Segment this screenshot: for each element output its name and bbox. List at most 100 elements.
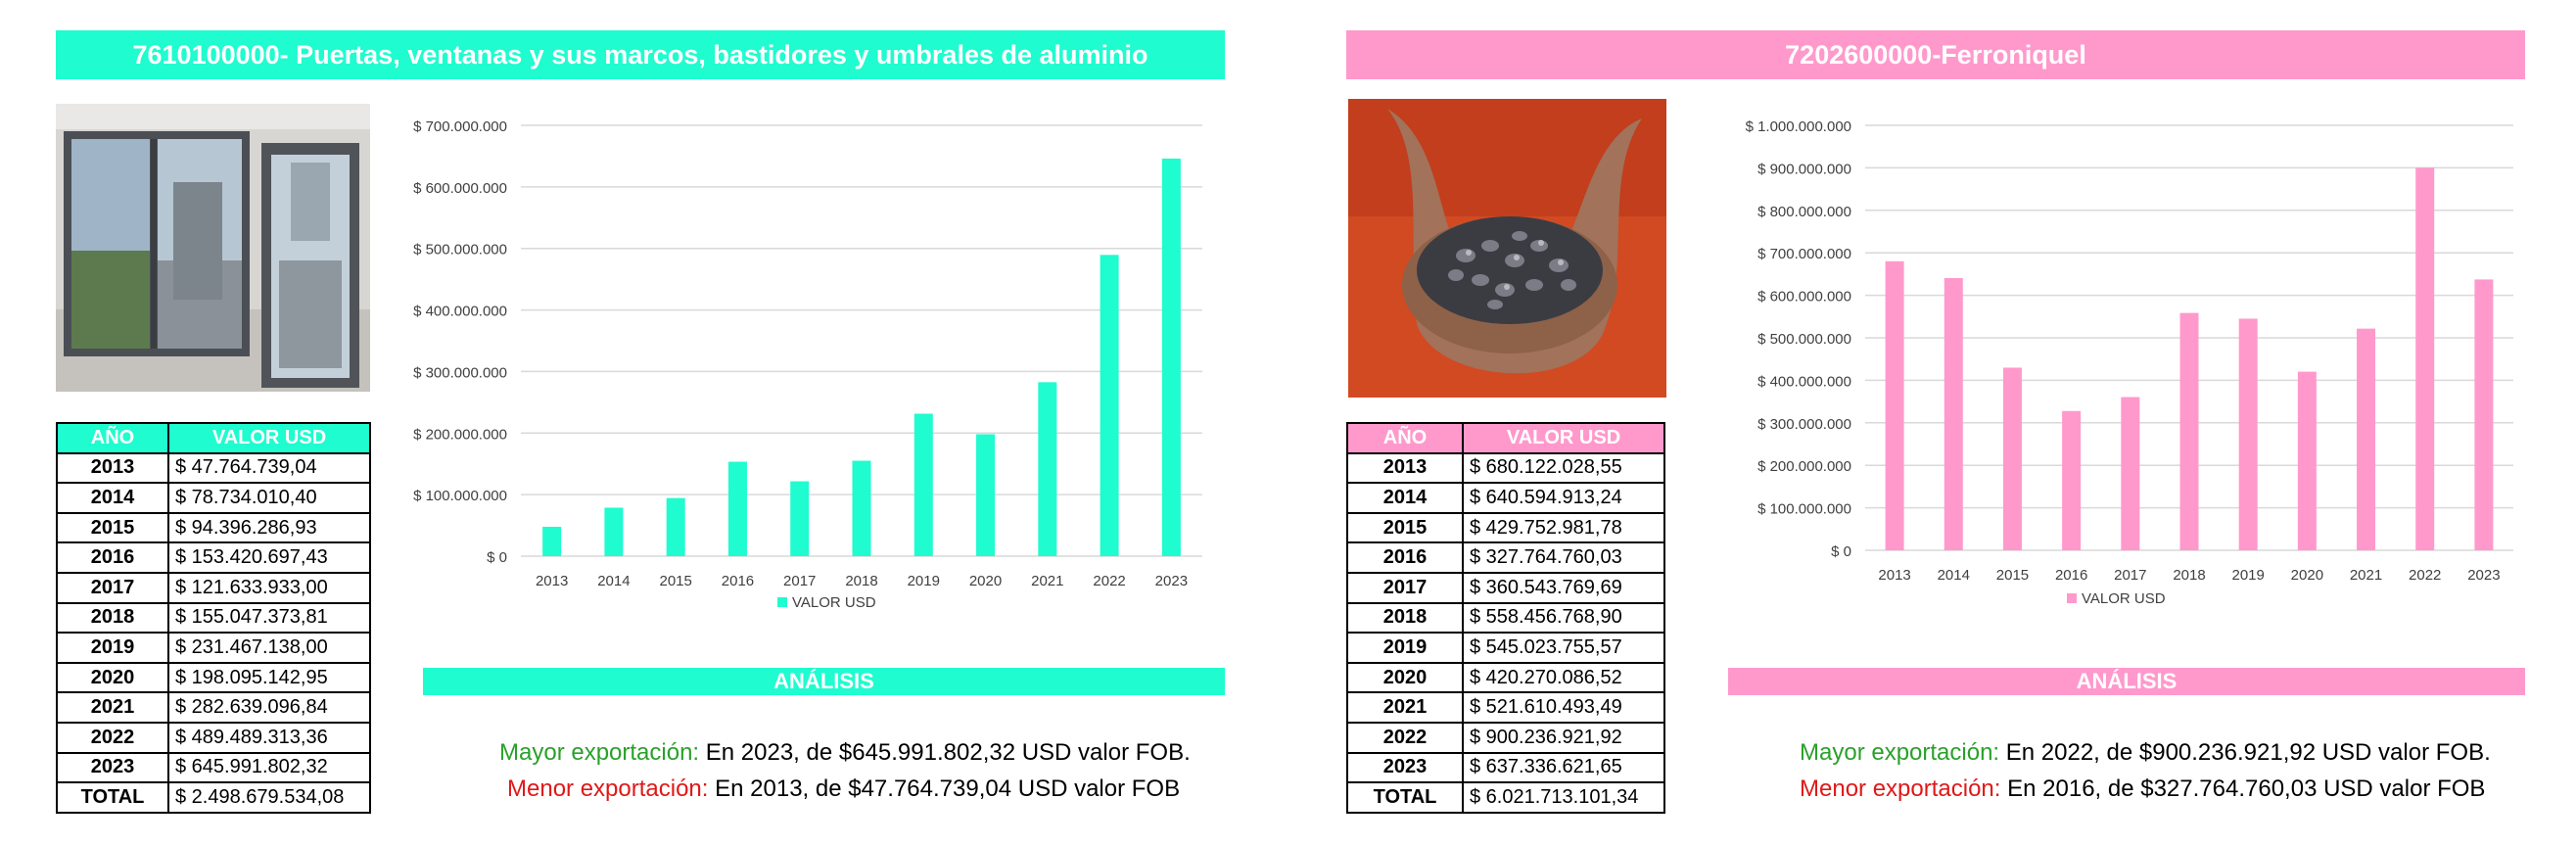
bar [1944, 277, 1963, 550]
y-tick-label: $ 100.000.000 [1757, 501, 1851, 518]
legend-swatch [2067, 593, 2077, 603]
value-cell: $ 360.543.769,69 [1462, 571, 1665, 604]
min-export-text: En 2013, de $47.764.739,04 USD valor FOB [708, 776, 1181, 802]
table-row: 2016 $ 327.764.760,03 [1346, 541, 1665, 574]
bar-chart-svg: $ 0 $ 100.000.000 $ 200.000.000 $ 300.000.0… [1746, 118, 2513, 607]
x-tick-label: 2019 [2231, 567, 2264, 584]
max-export-text: En 2022, de $900.236.921,92 USD valor FO… [1999, 739, 2491, 766]
export-value-table: AÑO VALOR USD 2013 $ 47.764.739,04 2014 $ 7… [56, 422, 371, 814]
bar [2062, 410, 2082, 550]
bar [2238, 318, 2258, 550]
min-export-label: Menor exportación: [1800, 776, 2001, 802]
table-row: 2019 $ 231.467.138,00 [56, 632, 371, 664]
x-tick-label: 2020 [2291, 567, 2323, 584]
max-export-label: Mayor exportación: [499, 739, 700, 766]
y-tick-label: $ 300.000.000 [1757, 416, 1851, 433]
table-row: 2019 $ 545.023.755,57 [1346, 632, 1665, 664]
bar [604, 507, 624, 556]
year-cell: 2021 [1346, 691, 1464, 724]
y-tick-label: $ 600.000.000 [1757, 289, 1851, 306]
bar [1100, 255, 1119, 556]
value-cell: $ 645.991.802,32 [167, 751, 371, 784]
x-tick-label: 2022 [1093, 573, 1125, 589]
year-cell: 2022 [56, 721, 169, 754]
value-cell: $ 545.023.755,57 [1462, 632, 1665, 664]
total-label-cell: TOTAL [56, 781, 169, 814]
y-tick-label: $ 700.000.000 [1757, 246, 1851, 262]
year-cell: 2015 [56, 511, 169, 544]
year-cell: 2023 [56, 751, 169, 784]
table-row: 2021 $ 282.639.096,84 [56, 691, 371, 724]
min-export-text: En 2016, de $327.764.760,03 USD valor FO… [2000, 776, 2486, 802]
analysis-min-line: Menor exportación: En 2016, de $327.764.… [1800, 776, 2485, 803]
analysis-heading-text: ANÁLISIS [773, 669, 874, 693]
year-cell: 2018 [1346, 601, 1464, 634]
analysis-max-line: Mayor exportación: En 2023, de $645.991.… [499, 739, 1191, 767]
table-row: 2022 $ 489.489.313,36 [56, 721, 371, 754]
year-cell: 2023 [1346, 751, 1464, 784]
x-tick-label: 2018 [2173, 567, 2205, 584]
export-value-table: AÑO VALOR USD 2013 $ 680.122.028,55 2014 $ … [1346, 422, 1665, 814]
aluminium-window-photo [56, 104, 370, 392]
table-row: 2013 $ 680.122.028,55 [1346, 451, 1665, 485]
x-tick-label: 2014 [1938, 567, 1970, 584]
value-cell: $ 680.122.028,55 [1462, 451, 1665, 485]
ferronickel-hands-photo [1348, 99, 1666, 398]
bar-chart: $ 0 $ 100.000.000 $ 200.000.000 $ 300.000.0… [1709, 104, 2521, 633]
table-row: 2023 $ 645.991.802,32 [56, 751, 371, 784]
table-row: 2017 $ 360.543.769,69 [1346, 571, 1665, 604]
y-tick-label: $ 500.000.000 [413, 242, 507, 258]
year-cell: 2016 [1346, 541, 1464, 574]
max-export-label: Mayor exportación: [1800, 739, 2000, 766]
analysis-heading: ANÁLISIS [423, 668, 1225, 695]
x-tick-label: 2020 [969, 573, 1002, 589]
analysis-min-line: Menor exportación: En 2013, de $47.764.7… [507, 776, 1180, 803]
bar-chart: $ 0 $ 100.000.000 $ 200.000.000 $ 300.000.0… [401, 104, 1214, 633]
bar [542, 526, 562, 556]
table-total-row: TOTAL $ 6.021.713.101,34 [1346, 781, 1665, 814]
value-cell: $ 900.236.921,92 [1462, 721, 1665, 754]
legend-swatch [777, 597, 787, 607]
bar [976, 434, 996, 556]
value-cell: $ 155.047.373,81 [167, 601, 371, 634]
bar [1161, 158, 1181, 557]
table-row: 2018 $ 155.047.373,81 [56, 601, 371, 634]
value-cell: $ 637.336.621,65 [1462, 751, 1665, 784]
table-row: 2020 $ 420.270.086,52 [1346, 661, 1665, 694]
y-tick-label: $ 700.000.000 [413, 118, 507, 135]
table-header-row: AÑO VALOR USD [56, 422, 371, 454]
table-row: 2017 $ 121.633.933,00 [56, 571, 371, 604]
y-tick-label: $ 300.000.000 [413, 364, 507, 381]
table-total-row: TOTAL $ 2.498.679.534,08 [56, 781, 371, 814]
value-cell: $ 558.456.768,90 [1462, 601, 1665, 634]
x-tick-label: 2021 [1031, 573, 1063, 589]
y-tick-label: $ 600.000.000 [413, 180, 507, 197]
column-header-value: VALOR USD [167, 422, 371, 454]
x-tick-label: 2016 [722, 573, 754, 589]
value-cell: $ 47.764.739,04 [167, 451, 371, 485]
x-tick-label: 2015 [659, 573, 691, 589]
legend-label: VALOR USD [2082, 590, 2166, 607]
panel-title: 7610100000- Puertas, ventanas y sus marc… [56, 30, 1225, 79]
table-row: 2018 $ 558.456.768,90 [1346, 601, 1665, 634]
panel-title-text: 7202600000-Ferroniquel [1785, 39, 2086, 70]
x-tick-label: 2015 [1996, 567, 2029, 584]
y-tick-label: $ 400.000.000 [1757, 373, 1851, 390]
bar [727, 461, 747, 556]
total-value-cell: $ 2.498.679.534,08 [167, 781, 371, 814]
x-tick-label: 2013 [1878, 567, 1910, 584]
table-row: 2020 $ 198.095.142,95 [56, 661, 371, 694]
column-header-year: AÑO [1346, 422, 1464, 454]
value-cell: $ 78.734.010,40 [167, 482, 371, 514]
x-tick-label: 2023 [1155, 573, 1188, 589]
legend-label: VALOR USD [792, 594, 876, 611]
bar [2121, 397, 2140, 550]
table-row: 2023 $ 637.336.621,65 [1346, 751, 1665, 784]
year-cell: 2017 [56, 571, 169, 604]
x-tick-label: 2018 [845, 573, 877, 589]
x-tick-label: 2019 [908, 573, 940, 589]
value-cell: $ 420.270.086,52 [1462, 661, 1665, 694]
y-tick-label: $ 1.000.000.000 [1746, 118, 1851, 135]
max-export-text: En 2023, de $645.991.802,32 USD valor FO… [699, 739, 1191, 766]
bar [2474, 279, 2494, 550]
